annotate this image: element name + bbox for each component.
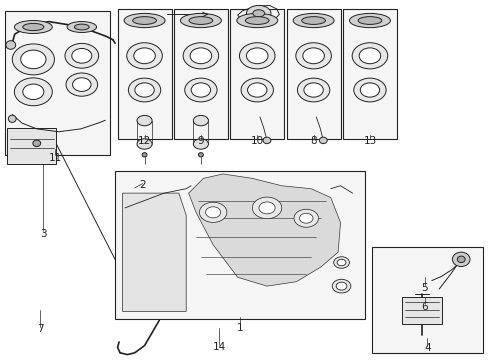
Circle shape (190, 48, 212, 64)
Circle shape (247, 83, 267, 97)
Text: 14: 14 (212, 342, 226, 352)
FancyBboxPatch shape (230, 9, 284, 139)
Circle shape (12, 44, 54, 75)
Circle shape (73, 78, 91, 91)
Polygon shape (122, 193, 186, 311)
Circle shape (72, 49, 92, 63)
Ellipse shape (358, 17, 382, 24)
Circle shape (191, 83, 211, 97)
Circle shape (303, 48, 324, 64)
Text: 6: 6 (421, 302, 428, 312)
Ellipse shape (302, 17, 325, 24)
Circle shape (66, 73, 98, 96)
Ellipse shape (23, 23, 44, 31)
Ellipse shape (137, 116, 152, 126)
Text: 3: 3 (40, 229, 47, 239)
Ellipse shape (8, 115, 16, 122)
Text: 9: 9 (197, 136, 204, 147)
Circle shape (352, 43, 388, 69)
Circle shape (297, 78, 330, 102)
FancyBboxPatch shape (118, 9, 172, 139)
Circle shape (128, 78, 161, 102)
Circle shape (332, 279, 351, 293)
Circle shape (294, 209, 318, 227)
Circle shape (252, 197, 282, 219)
Circle shape (23, 84, 44, 100)
Circle shape (199, 202, 227, 222)
Ellipse shape (246, 5, 271, 21)
Circle shape (21, 50, 46, 69)
Ellipse shape (319, 137, 327, 144)
Circle shape (359, 48, 381, 64)
Ellipse shape (253, 10, 265, 17)
Ellipse shape (74, 24, 89, 30)
Circle shape (185, 78, 217, 102)
Ellipse shape (142, 153, 147, 157)
FancyBboxPatch shape (115, 171, 365, 319)
FancyBboxPatch shape (402, 297, 441, 324)
Ellipse shape (6, 41, 16, 49)
Text: 5: 5 (421, 283, 428, 293)
Ellipse shape (180, 13, 221, 28)
Ellipse shape (194, 139, 208, 149)
Ellipse shape (293, 13, 334, 28)
Circle shape (65, 44, 98, 68)
Ellipse shape (245, 17, 269, 24)
Ellipse shape (263, 137, 271, 144)
FancyBboxPatch shape (343, 9, 397, 139)
FancyBboxPatch shape (287, 9, 341, 139)
Text: 8: 8 (310, 136, 317, 147)
Ellipse shape (133, 17, 156, 24)
Circle shape (336, 282, 347, 290)
Text: 13: 13 (363, 136, 377, 147)
Circle shape (337, 259, 346, 266)
Circle shape (354, 78, 386, 102)
Text: 7: 7 (37, 324, 44, 334)
Ellipse shape (33, 140, 41, 147)
Circle shape (134, 48, 155, 64)
Circle shape (360, 83, 380, 97)
Ellipse shape (124, 13, 165, 28)
Text: 12: 12 (138, 136, 151, 147)
Circle shape (14, 78, 52, 106)
Circle shape (127, 43, 162, 69)
Ellipse shape (452, 252, 470, 266)
Circle shape (296, 43, 331, 69)
Circle shape (206, 207, 220, 218)
Text: 10: 10 (251, 136, 264, 147)
Circle shape (304, 83, 323, 97)
FancyBboxPatch shape (5, 11, 110, 155)
Text: 11: 11 (49, 153, 62, 163)
Circle shape (299, 213, 313, 223)
Ellipse shape (194, 116, 208, 126)
Polygon shape (189, 174, 341, 286)
Text: 1: 1 (237, 323, 244, 333)
Ellipse shape (457, 256, 465, 262)
FancyBboxPatch shape (7, 128, 56, 164)
Ellipse shape (198, 153, 203, 157)
Circle shape (135, 83, 154, 97)
Ellipse shape (189, 17, 213, 24)
Text: 4: 4 (424, 343, 431, 354)
Ellipse shape (137, 139, 152, 149)
Text: 2: 2 (139, 180, 146, 190)
Circle shape (241, 78, 273, 102)
Circle shape (334, 257, 349, 268)
Ellipse shape (237, 13, 278, 28)
FancyBboxPatch shape (372, 247, 483, 353)
Ellipse shape (349, 13, 391, 28)
Circle shape (240, 43, 275, 69)
Circle shape (259, 202, 275, 214)
Circle shape (246, 48, 268, 64)
Ellipse shape (67, 22, 97, 32)
Circle shape (183, 43, 219, 69)
Ellipse shape (14, 21, 52, 33)
FancyBboxPatch shape (174, 9, 228, 139)
